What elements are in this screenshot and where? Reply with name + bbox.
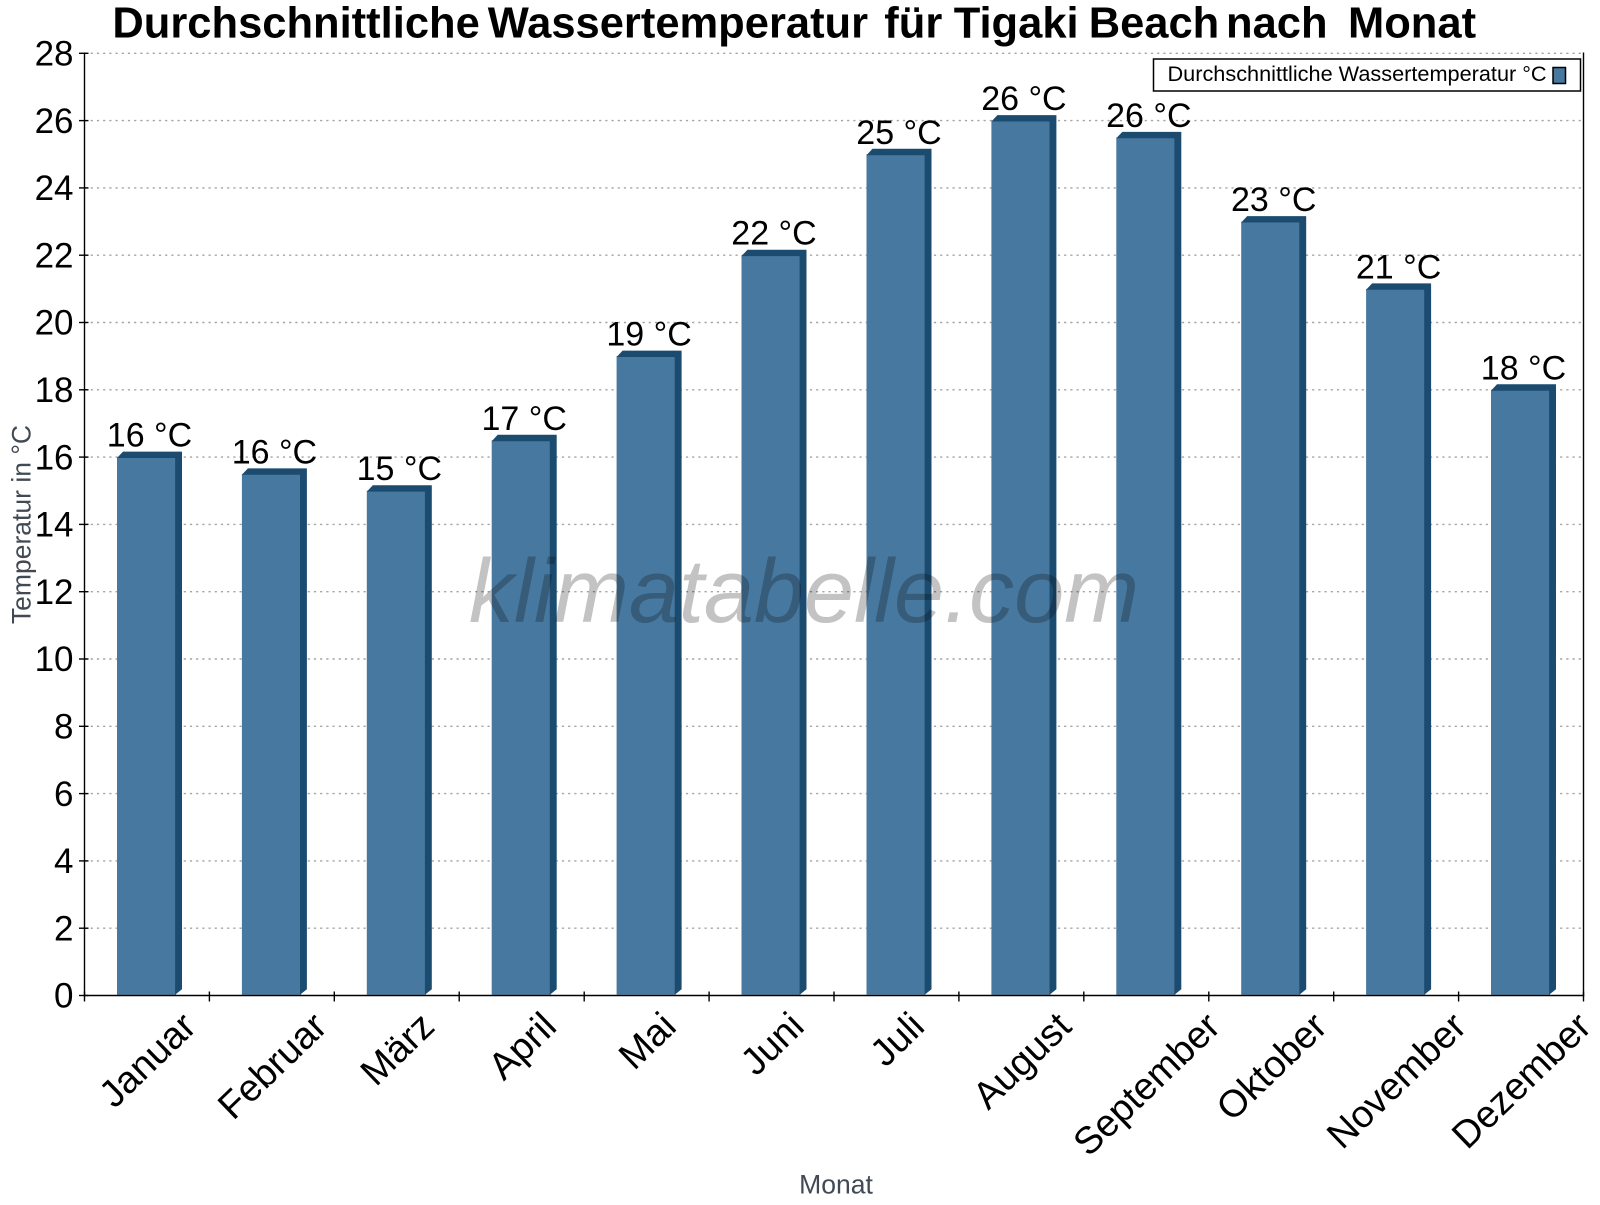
svg-text:6: 6 [54,775,73,814]
svg-text:26 °C: 26 °C [1106,97,1191,135]
svg-text:16 °C: 16 °C [232,433,317,471]
svg-text:klimatabelle.com: klimatabelle.com [469,542,1139,642]
svg-text:Tigaki: Tigaki [954,0,1079,48]
svg-text:nach: nach [1226,0,1328,48]
svg-text:21 °C: 21 °C [1356,248,1441,286]
svg-text:Temperatur in °C: Temperatur in °C [7,425,37,624]
svg-text:22 °C: 22 °C [731,215,816,253]
svg-text:15 °C: 15 °C [357,450,442,488]
svg-text:26 °C: 26 °C [981,80,1066,118]
svg-text:20: 20 [35,304,74,343]
svg-text:0: 0 [54,977,73,1016]
svg-text:12: 12 [35,573,74,612]
svg-text:25 °C: 25 °C [856,114,941,152]
svg-text:Durchschnittliche: Durchschnittliche [112,0,479,48]
svg-text:für: für [884,0,942,48]
svg-text:16: 16 [35,438,74,477]
svg-text:8: 8 [54,708,73,747]
svg-text:22: 22 [35,236,74,275]
svg-text:2: 2 [54,909,73,948]
svg-text:Monat: Monat [799,1170,873,1200]
svg-text:Beach: Beach [1089,0,1220,48]
svg-text:23 °C: 23 °C [1231,181,1316,219]
svg-text:18 °C: 18 °C [1481,349,1566,387]
svg-text:17 °C: 17 °C [481,400,566,438]
svg-text:26: 26 [35,102,74,141]
svg-text:Wassertemperatur: Wassertemperatur [488,0,868,48]
svg-text:28: 28 [35,35,74,74]
svg-text:16 °C: 16 °C [107,417,192,455]
svg-text:Monat: Monat [1348,0,1476,48]
svg-text:14: 14 [35,506,74,545]
svg-text:24: 24 [35,169,74,208]
svg-text:4: 4 [54,842,73,881]
svg-text:Durchschnittliche Wassertemper: Durchschnittliche Wassertemperatur °C [1168,61,1547,86]
svg-text:18: 18 [35,371,74,410]
svg-text:19 °C: 19 °C [606,316,691,354]
svg-text:10: 10 [35,640,74,679]
